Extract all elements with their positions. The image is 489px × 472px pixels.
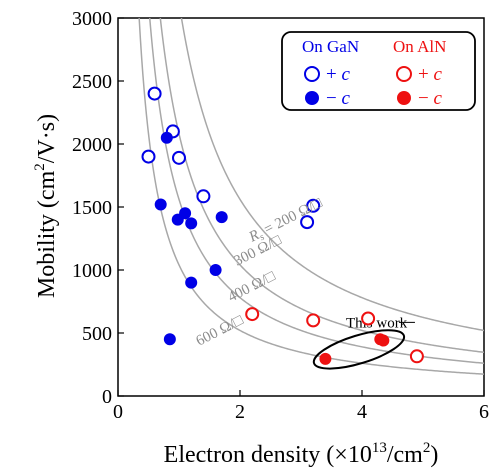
this-work-label: This work: [346, 315, 408, 331]
y-tick-label: 0: [102, 386, 112, 408]
data-point: [172, 150, 186, 165]
legend-marker-aln-plus: [396, 66, 412, 82]
data-point: [306, 198, 321, 213]
y-tick-label: 2500: [72, 71, 112, 93]
legend-marker-gan-minus: [305, 91, 319, 105]
data-point: [306, 313, 321, 328]
data-point: [185, 217, 198, 230]
this-work-ellipse: [312, 329, 406, 370]
data-point: [171, 213, 184, 226]
y-tick-label: 500: [82, 323, 112, 345]
data-point: [196, 189, 211, 204]
legend-label-aln-minus: − c: [418, 88, 442, 109]
rs-curve-600: [138, 18, 484, 375]
x-axis-title: Electron density (×1013/cm2): [164, 440, 439, 468]
x-tick-label: 4: [357, 401, 367, 423]
rs-curve-200: [180, 18, 484, 332]
sheet-resistance-curves: [138, 18, 484, 375]
data-point: [160, 131, 173, 144]
y-tick-label: 1000: [72, 260, 112, 282]
x-tick-label: 0: [113, 401, 123, 423]
legend-title-aln: On AlN: [393, 37, 446, 56]
legend-label-gan-plus: + c: [326, 64, 350, 85]
rs-curve-300: [159, 18, 484, 354]
data-point: [409, 349, 424, 364]
x-tick-label: 6: [479, 401, 489, 423]
data-point: [209, 264, 222, 276]
data-point: [361, 311, 376, 326]
data-point: [185, 276, 198, 289]
data-point: [300, 215, 315, 230]
legend-label-aln-plus: + c: [418, 64, 442, 85]
legend-box: [281, 31, 476, 111]
legend-title-gan: On GaN: [302, 37, 359, 56]
data-points: [141, 86, 424, 365]
data-point: [319, 352, 332, 365]
y-tick-label: 1500: [72, 197, 112, 219]
data-point: [245, 307, 260, 322]
legend-marker-gan-plus: [304, 66, 320, 82]
data-point: [377, 334, 390, 347]
data-point: [215, 211, 228, 224]
axis-ticks: 0 2 4 6 0 500 1000 1500 2000 2500 3000: [72, 8, 489, 423]
legend: On GaN On AlN + c − c + c − c: [281, 31, 476, 111]
data-point: [141, 149, 156, 164]
data-point: [147, 86, 162, 101]
data-point: [154, 198, 167, 211]
y-tick-label: 3000: [72, 8, 112, 30]
legend-label-gan-minus: − c: [326, 88, 350, 109]
y-axis-title: Mobility (cm2/V·s): [32, 114, 60, 298]
x-tick-label: 2: [235, 401, 245, 423]
y-tick-label: 2000: [72, 134, 112, 156]
data-point: [163, 333, 176, 346]
legend-marker-aln-minus: [397, 91, 411, 105]
